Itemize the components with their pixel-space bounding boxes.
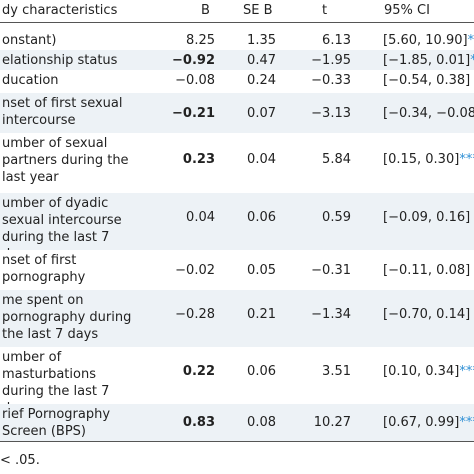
row-b-value: 0.83 (182, 415, 215, 430)
header-se-b: SE B (243, 3, 273, 18)
row-ci: [0.67, 0.99]*** (383, 414, 474, 431)
row-b-value: −0.08 (175, 73, 215, 88)
row-characteristic: me spent on pornography during the last … (2, 293, 132, 342)
row-ci: [0.15, 0.30]*** (383, 151, 474, 168)
row-characteristic: elationship status (2, 53, 118, 68)
row-b-value: −0.21 (172, 105, 215, 121)
table-bottom-rule (0, 441, 474, 442)
row-ci-value: [0.67, 0.99] (383, 415, 460, 430)
row-characteristic: rief Pornography Screen (BPS) (2, 407, 111, 439)
row-characteristic: ducation (2, 73, 59, 88)
row-se-value: 1.35 (247, 33, 276, 48)
header-t: t (322, 3, 328, 18)
row-t-value: 5.84 (322, 151, 351, 167)
row-se-value: 0.07 (247, 105, 276, 121)
row-t-value: −0.31 (311, 262, 351, 278)
row-se-value: 0.47 (247, 53, 276, 68)
row-t-value: −0.33 (311, 73, 351, 88)
row-ci: [−0.11, 0.08] (383, 262, 470, 279)
row-ci: [−1.85, 0.01]* (383, 52, 474, 69)
row-t-value: 3.51 (322, 364, 351, 379)
table-row: nset of first sexual intercourse −0.21 0.0… (0, 93, 474, 134)
header-characteristics: dy characteristics (2, 3, 118, 18)
row-characteristic: onstant) (2, 33, 57, 48)
row-t-value: −1.95 (311, 53, 351, 68)
row-t-value: −3.13 (311, 105, 351, 121)
row-se-value: 0.04 (247, 151, 276, 167)
row-t-value: 0.59 (322, 210, 351, 225)
table-header: dy characteristics B SE B t 95% CI (0, 0, 474, 23)
row-ci: [5.60, 10.90]*** (383, 32, 474, 49)
row-ci-value: [−0.70, 0.14] (383, 307, 471, 322)
table-row: rief Pornography Screen (BPS) 0.83 0.08 10.… (0, 404, 474, 442)
row-ci: [−0.54, 0.38] (383, 72, 470, 89)
table-row: ducation −0.08 0.24 −0.33 [−0.54, 0.38] (0, 70, 474, 94)
row-ci: [0.10, 0.34]*** (383, 363, 474, 380)
row-b-value: −0.02 (175, 262, 215, 278)
row-ci-value: [−0.54, 0.38] (383, 73, 471, 88)
row-se-value: 0.05 (247, 262, 276, 278)
row-ci-value: [−0.34, −0.08 (383, 105, 474, 121)
significance-marker: * (470, 53, 474, 68)
table-row: umber of sexual partners during the last… (0, 133, 474, 194)
table-row: elationship status −0.92 0.47 −1.95 [−1.85, … (0, 50, 474, 71)
row-t-value: 6.13 (322, 33, 351, 48)
row-ci-value: [−0.11, 0.08] (383, 262, 471, 278)
row-b-value: 0.22 (182, 364, 215, 379)
row-characteristic: nset of first sexual intercourse (2, 96, 123, 128)
header-b: B (201, 3, 210, 18)
table-row: nset of first pornography exposure−0.020… (0, 250, 474, 302)
table-footnote: < .05. (0, 453, 40, 468)
significance-marker: *** (459, 415, 474, 430)
row-b-value: 0.23 (182, 151, 215, 167)
row-ci: [−0.34, −0.08 (383, 105, 474, 122)
row-characteristic: umber of sexual partners during the last… (2, 136, 129, 185)
row-ci-value: [5.60, 10.90] (383, 33, 468, 48)
row-se-value: 0.06 (247, 364, 276, 379)
row-ci: [−0.09, 0.16] (383, 209, 470, 226)
row-b-value: 0.04 (186, 210, 215, 225)
row-t-value: 10.27 (313, 415, 351, 430)
row-ci-value: [−1.85, 0.01] (383, 53, 471, 68)
row-ci-value: [0.10, 0.34] (383, 364, 460, 379)
row-ci-value: [−0.09, 0.16] (383, 210, 471, 225)
table-row: me spent on pornography during the last … (0, 290, 474, 348)
significance-marker: *** (459, 364, 474, 379)
row-ci-value: [0.15, 0.30] (383, 151, 460, 167)
row-se-value: 0.08 (247, 415, 276, 430)
row-b-value: −0.92 (172, 53, 215, 68)
row-se-value: 0.21 (247, 307, 276, 322)
table-row: onstant) 8.25 1.35 6.13 [5.60, 10.90]*** (0, 30, 474, 51)
row-b-value: 8.25 (186, 33, 215, 48)
row-se-value: 0.06 (247, 210, 276, 225)
row-b-value: −0.28 (175, 307, 215, 322)
table-row: umber of masturbations during the last 7… (0, 347, 474, 416)
significance-marker: *** (467, 33, 474, 48)
row-se-value: 0.24 (247, 73, 276, 88)
row-ci: [−0.70, 0.14] (383, 306, 470, 323)
row-t-value: −1.34 (311, 307, 351, 322)
significance-marker: *** (459, 151, 474, 167)
header-ci: 95% CI (384, 3, 430, 18)
table-row: umber of dyadic sexual intercourse durin… (0, 193, 474, 262)
